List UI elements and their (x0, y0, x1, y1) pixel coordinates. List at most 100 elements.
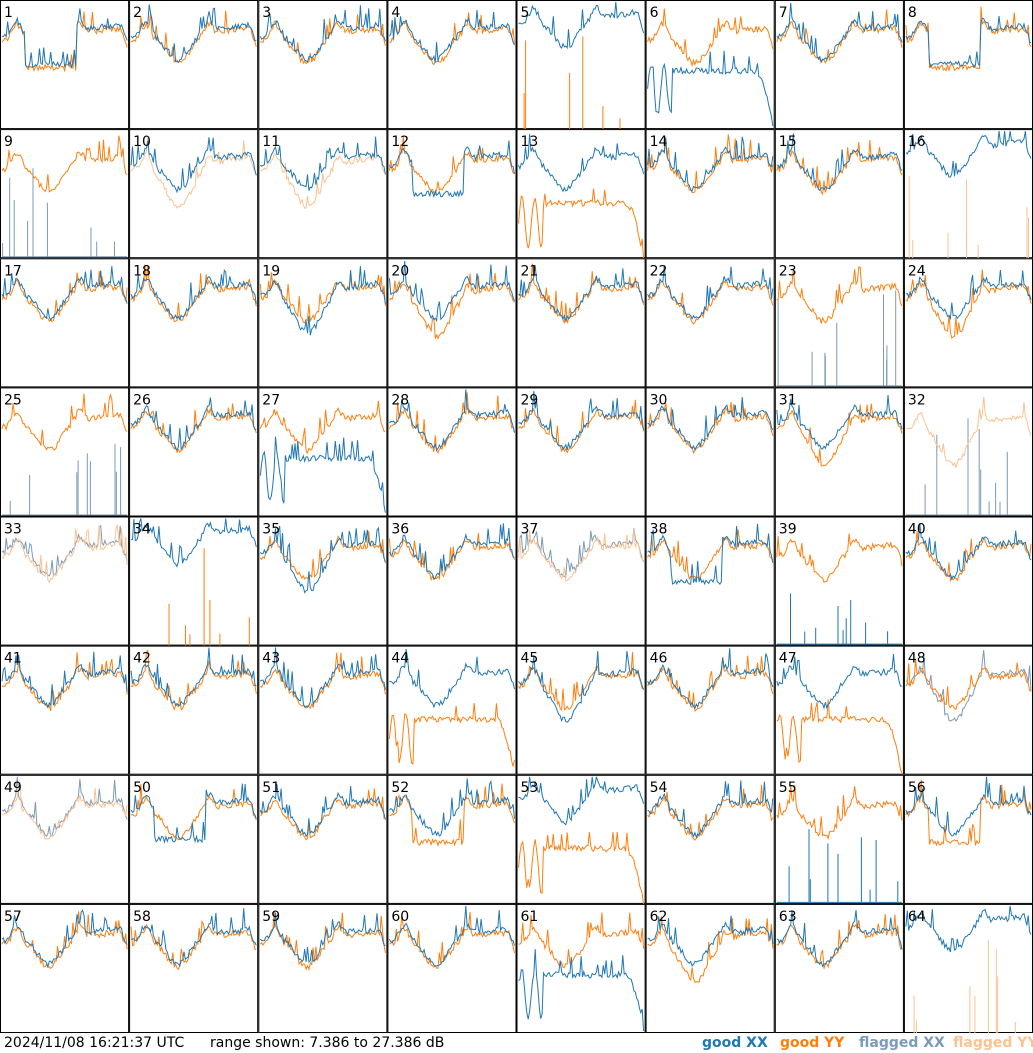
panel-frame (516, 645, 646, 775)
series-line-xx (647, 265, 774, 320)
panel-label: 57 (4, 909, 22, 925)
series-line-yy (518, 188, 645, 260)
panel-label: 46 (650, 651, 668, 667)
panel-frame (0, 258, 130, 388)
panel-label: 14 (650, 134, 668, 150)
series-line-yy (905, 6, 1032, 72)
panel-label: 54 (650, 780, 668, 796)
panel-frame (387, 0, 517, 130)
panel-19: 19 (258, 258, 388, 388)
series-line-yy (647, 8, 774, 68)
panel-53: 53 (516, 774, 646, 905)
panel-label: 58 (133, 909, 151, 925)
panel-frame (387, 645, 517, 775)
series-line-yy (130, 137, 257, 209)
series-line-xx (388, 260, 515, 323)
panel-frame (774, 903, 904, 1033)
panel-label: 23 (779, 263, 797, 279)
panel-61: 61 (516, 903, 646, 1033)
series-line-yy (1, 782, 128, 840)
panel-21: 21 (516, 258, 646, 388)
panel-15: 15 (774, 129, 904, 259)
panel-frame (774, 129, 904, 259)
series-line-xx (260, 647, 386, 708)
panel-36: 36 (387, 516, 517, 646)
panel-frame (774, 387, 904, 517)
panel-label: 48 (908, 651, 926, 667)
series-line-xx (130, 137, 257, 194)
panel-frame (0, 387, 130, 517)
series-line-yy (259, 400, 386, 455)
series-line-yy (260, 652, 386, 710)
panel-label: 12 (391, 134, 409, 150)
series-line-yy (776, 785, 903, 840)
panel-label: 52 (391, 780, 409, 796)
panel-label: 34 (133, 522, 151, 538)
panel-label: 24 (908, 263, 926, 279)
panel-9: 9 (0, 129, 130, 259)
series-line-yy (518, 652, 644, 711)
panel-62: 62 (645, 903, 775, 1033)
panel-49: 49 (0, 774, 130, 904)
series-line-yy (388, 533, 515, 582)
series-line-yy (259, 272, 386, 324)
panel-25: 25 (0, 387, 130, 517)
series-line-yy (776, 266, 903, 324)
panel-frame (774, 774, 904, 904)
panel-2: 2 (129, 0, 259, 130)
panel-frame (903, 645, 1033, 775)
series-line-xx (259, 912, 386, 963)
panel-31: 31 (774, 387, 904, 517)
series-line-xx (647, 648, 774, 710)
series-line-xx (388, 140, 515, 199)
series-line-xx (1, 651, 128, 710)
series-line-yy (647, 134, 774, 194)
series-line-yy (647, 529, 774, 582)
panel-label: 21 (521, 263, 539, 279)
series-line-xx (1, 8, 128, 70)
panel-frame (645, 645, 775, 775)
panel-17: 17 (0, 258, 130, 388)
panel-label: 45 (521, 651, 539, 667)
series-line-xx (647, 136, 774, 192)
panel-label: 3 (262, 5, 271, 21)
panel-50: 50 (129, 774, 259, 904)
panel-38: 38 (645, 516, 775, 646)
series-line-xx (259, 525, 386, 594)
panel-label: 56 (908, 780, 926, 796)
panel-label: 35 (262, 522, 280, 538)
panel-frame (129, 903, 259, 1033)
panel-60: 60 (387, 903, 517, 1033)
panel-label: 16 (908, 134, 926, 150)
panel-1: 1 (0, 0, 130, 130)
panel-label: 19 (262, 263, 280, 279)
panel-frame (129, 645, 259, 775)
panel-label: 6 (650, 5, 659, 21)
panel-frame (774, 0, 904, 130)
series-line-xx (130, 783, 257, 845)
series-line-xx (130, 269, 257, 321)
panel-10: 10 (129, 129, 259, 259)
series-line-yy (905, 397, 1032, 469)
panel-11: 11 (258, 129, 388, 259)
panel-label: 22 (650, 263, 668, 279)
panel-label: 47 (779, 651, 797, 667)
panel-label: 17 (4, 263, 22, 279)
panel-44: 44 (387, 645, 517, 775)
panel-45: 45 (516, 645, 646, 775)
series-line-xx (260, 266, 386, 336)
series-line-xx (776, 653, 902, 710)
series-line-yy (1, 911, 128, 970)
panel-label: 38 (650, 522, 668, 538)
panel-label: 25 (4, 392, 22, 408)
panel-57: 57 (0, 903, 130, 1033)
panel-frame (645, 258, 775, 388)
panel-label: 20 (391, 263, 409, 279)
panel-label: 10 (133, 134, 151, 150)
panel-32: 32 (903, 387, 1033, 517)
series-line-yy (388, 703, 515, 767)
panel-4: 4 (387, 0, 517, 130)
panel-33: 33 (0, 516, 130, 646)
panel-18: 18 (129, 258, 259, 388)
series-line-xx (389, 778, 515, 837)
